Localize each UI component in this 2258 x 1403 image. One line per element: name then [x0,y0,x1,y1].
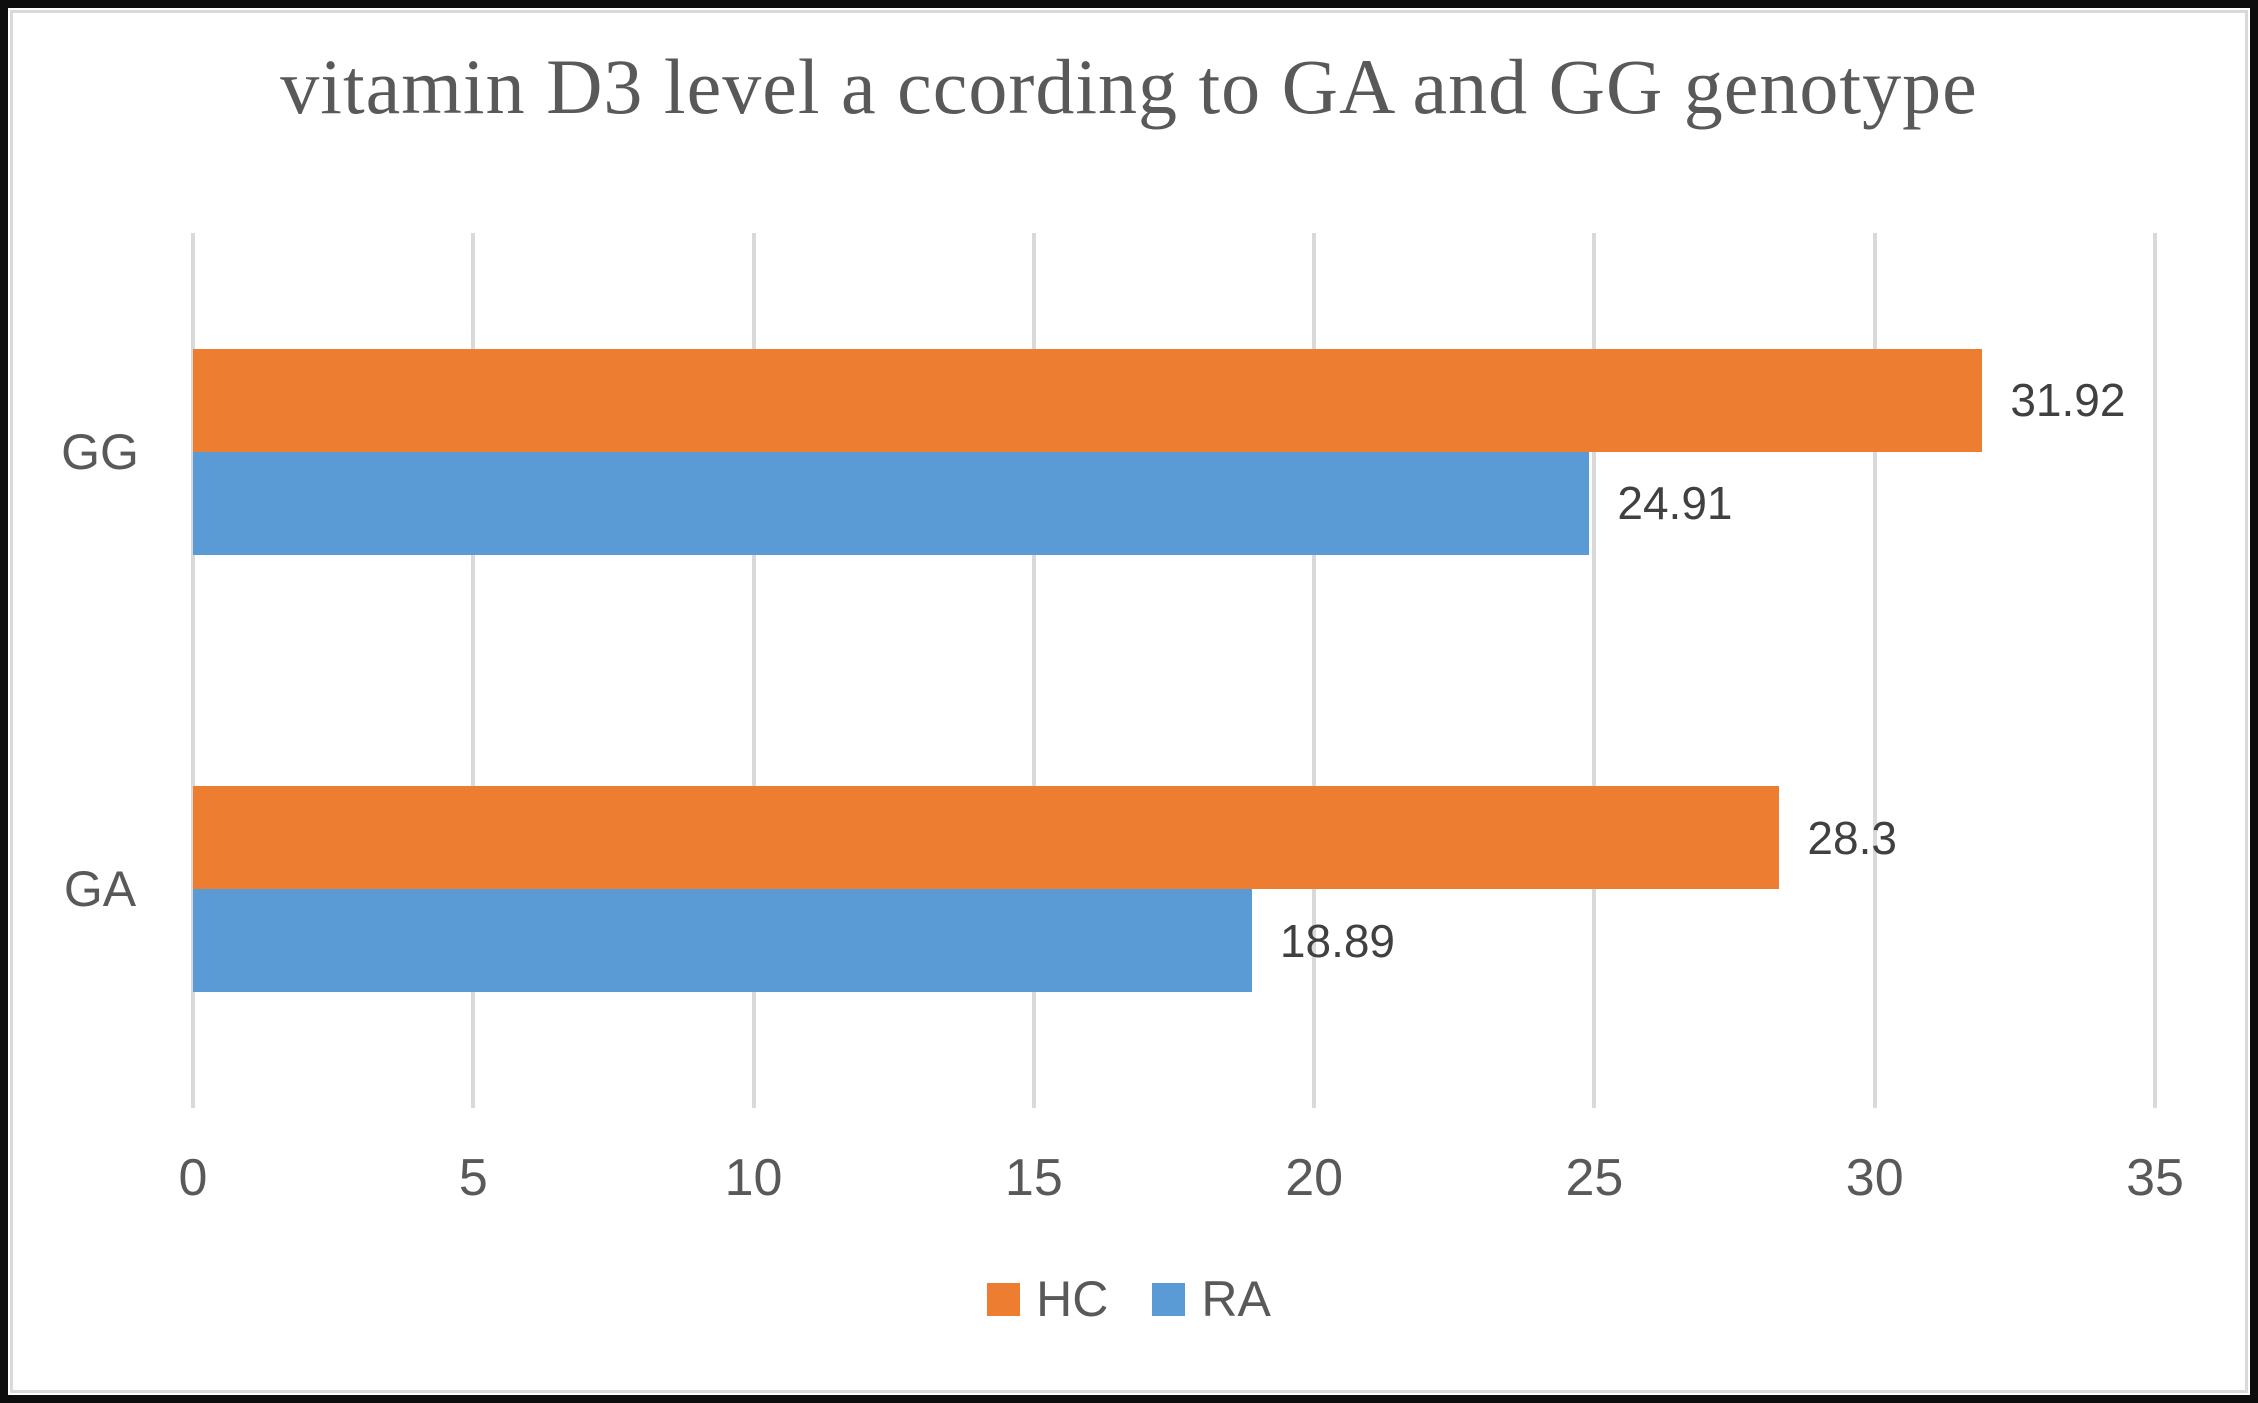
data-label-ra-ga: 18.89 [1279,914,1396,967]
chart-title: vitamin D3 level a ccording to GA and GG… [280,43,1978,130]
bar-hc-gg [193,348,1983,452]
bar-ra-ga [193,889,1252,993]
gridline [1872,233,1877,1108]
data-label-hc-gg: 31.92 [2010,374,2126,427]
x-tick-label: 0 [178,1149,208,1207]
gridline [191,233,195,1108]
gridline [751,233,756,1108]
category-label-ga: GA [63,861,137,918]
legend-swatch-ra [1152,1282,1186,1316]
bar-ra-gg [193,451,1590,555]
legend-label-ra: RA [1201,1271,1271,1327]
gridline [2153,233,2157,1108]
x-tick-label: 15 [1004,1149,1063,1207]
x-tick-label: 10 [724,1149,783,1207]
legend-item-hc: HC [987,1270,1108,1328]
data-label-ra-gg: 24.91 [1617,477,1733,530]
x-tick-label: 5 [458,1149,488,1207]
x-tick-label: 20 [1285,1149,1344,1207]
legend: HC RA [8,1270,2250,1328]
gridline [1592,233,1597,1108]
category-label-gg: GG [61,423,139,480]
plot-area: GG 31.92 24.91 GA 28.3 18.89 0 5 10 15 20 25 30 35 [8,8,2250,1395]
gridline [1312,233,1317,1108]
legend-label-hc: HC [1036,1271,1109,1327]
x-tick-label: 30 [1845,1149,1904,1207]
x-tick-label: 25 [1565,1149,1624,1207]
legend-item-ra: RA [1152,1270,1271,1328]
bar-hc-ga [193,786,1780,890]
data-label-hc-ga: 28.3 [1807,811,1897,864]
x-tick-label: 35 [2126,1149,2184,1207]
gridline [471,233,476,1108]
legend-swatch-hc [987,1282,1021,1316]
gridline [1031,233,1036,1108]
